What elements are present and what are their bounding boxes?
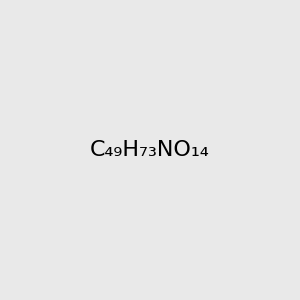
Text: C₄₉H₇₃NO₁₄: C₄₉H₇₃NO₁₄: [90, 140, 210, 160]
